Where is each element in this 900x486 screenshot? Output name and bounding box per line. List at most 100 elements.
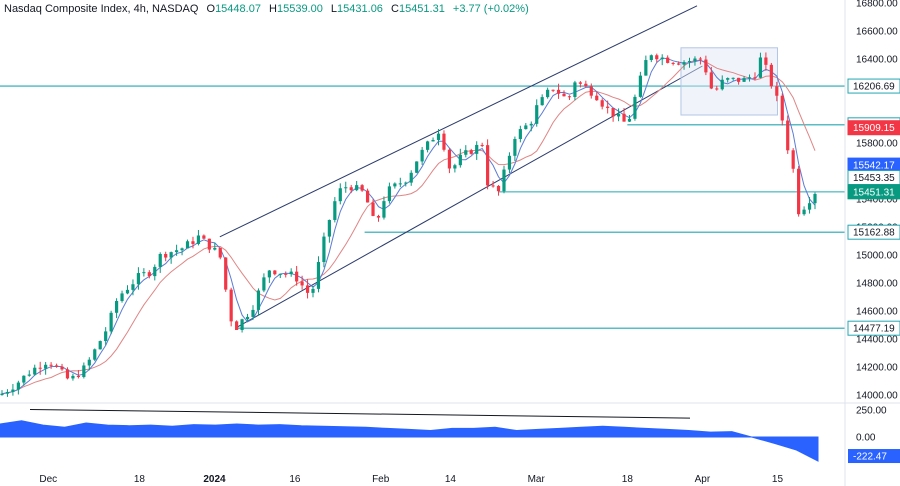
candle-up [87, 359, 91, 366]
candle-up [813, 193, 817, 204]
candle-down [496, 185, 501, 192]
candle-down [698, 58, 703, 60]
candle-down [556, 89, 561, 94]
candle-up [382, 201, 386, 218]
oscillator-trendline [29, 408, 691, 419]
candle-up [649, 55, 653, 61]
time-tick-label: Apr [695, 474, 711, 485]
candle-down [371, 202, 375, 216]
candle-up [213, 247, 217, 250]
candle-down [791, 150, 795, 169]
candle-up [742, 78, 746, 82]
candle-down [491, 185, 495, 187]
candle-up [5, 391, 10, 394]
price-tag-bg [847, 184, 900, 200]
candles [0, 52, 817, 397]
candle-up [251, 309, 255, 317]
candle-up [278, 273, 282, 275]
open-value: 15448.07 [215, 3, 261, 15]
candle-down [595, 95, 599, 101]
slow-moving-average [1, 59, 816, 395]
candle-up [420, 149, 424, 162]
candle-up [0, 393, 4, 395]
candle-up [535, 105, 539, 124]
candle-up [338, 188, 342, 202]
oscillator-tag-bg [848, 449, 900, 464]
candle-up [44, 364, 48, 369]
candle-up [807, 203, 812, 210]
candle-down [737, 77, 741, 82]
candle-down [562, 93, 566, 97]
symbol-header: Nasdaq Composite Index, 4h, NASDAQ O1544… [4, 3, 529, 15]
candle-up [409, 172, 413, 183]
time-tick-label: 14 [445, 474, 457, 485]
candle-up [731, 77, 735, 79]
candle-up [524, 125, 528, 130]
price-tick-label: 15400.00 [856, 195, 898, 206]
candle-up [546, 89, 550, 98]
candle-down [365, 190, 370, 203]
candle-down [486, 145, 490, 186]
price-tick-label: 16800.00 [856, 0, 898, 10]
oscillator-tag-label: -222.47 [853, 452, 887, 463]
candle-up [431, 139, 435, 142]
price-tags: 16206.6915929.8515162.8814477.1915909.15… [847, 78, 900, 464]
candle-up [540, 97, 544, 106]
candle-up [387, 186, 392, 202]
level-tag-bg [847, 224, 900, 240]
candle-up [425, 141, 430, 150]
candle-up [464, 150, 468, 155]
candle-up [131, 284, 135, 290]
oscillator-pane [0, 402, 900, 462]
candle-down [578, 82, 582, 84]
candle-up [327, 219, 331, 237]
time-tick-label: 18 [134, 474, 146, 485]
candle-down [76, 375, 80, 377]
level-tag: 14477.19 [853, 324, 895, 335]
candle-down [284, 273, 288, 275]
candle-up [693, 58, 697, 62]
candle-up [475, 144, 479, 154]
candle-up [22, 375, 26, 383]
candle-down [469, 150, 473, 154]
candle-down [715, 88, 719, 90]
candle-up [682, 62, 686, 65]
candle-up [644, 60, 648, 76]
price-tick-label: 15000.00 [856, 251, 898, 262]
candle-up [196, 235, 201, 244]
candle-up [185, 241, 190, 249]
candle-down [229, 289, 233, 322]
candle-up [136, 273, 141, 285]
candle-down [38, 367, 42, 369]
candle-down [480, 144, 484, 146]
candle-up [573, 82, 577, 97]
low-value: 15431.06 [337, 3, 383, 15]
candle-up [180, 248, 184, 251]
moving-averages [1, 57, 816, 395]
candle-down [235, 321, 239, 330]
candle-down [600, 100, 604, 107]
candle-up [415, 161, 419, 173]
candle-down [60, 366, 64, 370]
candle-up [398, 183, 402, 185]
time-tick-label: 16 [289, 474, 301, 485]
candle-up [256, 290, 261, 310]
time-tick-label: Mar [528, 474, 546, 485]
oscillator-area [0, 420, 819, 462]
candle-up [529, 123, 533, 126]
candle-up [93, 349, 97, 360]
candle-up [627, 118, 632, 122]
candle-down [300, 281, 304, 286]
price-tag-label: 15909.15 [853, 123, 895, 134]
price-tick-label: 14600.00 [856, 307, 898, 318]
price-tick-label: 14000.00 [856, 391, 898, 402]
candle-down [164, 253, 168, 258]
candle-down [447, 149, 452, 169]
oscillator-tick-label: 0.00 [856, 433, 876, 444]
candle-down [786, 120, 790, 151]
level-tag-bg [847, 320, 900, 336]
candle-down [305, 285, 310, 293]
candle-up [355, 185, 359, 191]
trend-channel [219, 5, 703, 329]
